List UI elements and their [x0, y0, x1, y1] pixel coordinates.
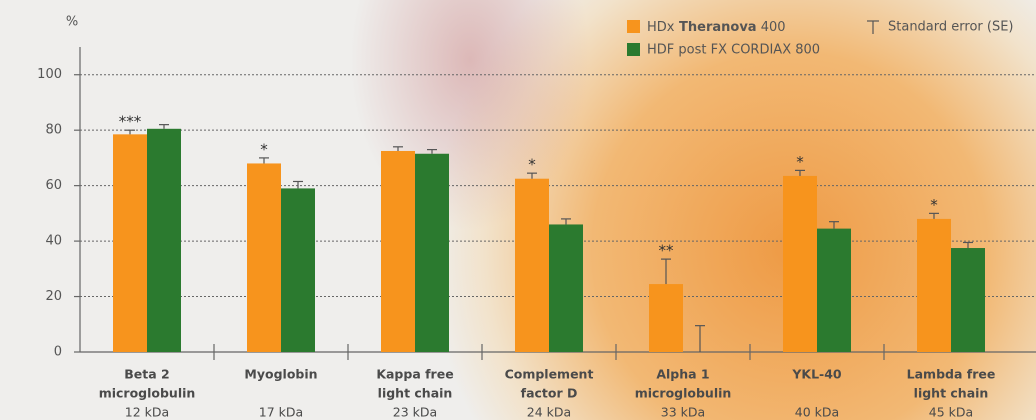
y-tick-label: 100 — [37, 67, 62, 82]
x-tick-label: Lambda free — [907, 367, 996, 382]
x-tick-size: 33 kDa — [661, 405, 705, 420]
bar — [783, 175, 817, 352]
bar — [247, 163, 281, 352]
x-tick-label: Kappa free — [376, 367, 453, 382]
significance: * — [528, 156, 536, 174]
legend-word: Theranova — [674, 20, 756, 35]
x-tick-label: light chain — [378, 386, 453, 401]
x-tick-size: 23 kDa — [393, 405, 437, 420]
x-tick-size: 45 kDa — [929, 405, 973, 420]
error-bar — [527, 172, 537, 179]
bar — [951, 248, 985, 352]
y-tick-label: 40 — [45, 234, 62, 249]
bar — [113, 134, 147, 352]
x-tick-label: light chain — [914, 386, 989, 401]
x-tick-size: 24 kDa — [527, 405, 571, 420]
bar — [917, 218, 951, 352]
legend-label: HDx Theranova 400 — [647, 20, 786, 35]
error-bar — [963, 241, 973, 249]
x-tick-label: Alpha 1 — [656, 367, 709, 382]
x-tick-size: 40 kDa — [795, 405, 839, 420]
error-bar — [159, 124, 169, 129]
x-tick-label: Complement — [505, 367, 594, 382]
x-tick-label: factor D — [521, 386, 578, 401]
significance: * — [796, 153, 804, 171]
y-tick-label: 0 — [54, 345, 62, 360]
error-bar — [561, 218, 571, 225]
bar — [415, 153, 449, 352]
error-bar — [293, 180, 303, 189]
error-bar — [427, 148, 437, 154]
significance: * — [930, 196, 938, 214]
bar — [147, 128, 181, 352]
x-tick-label: YKL-40 — [791, 367, 842, 382]
legend-word: 400 — [757, 20, 786, 35]
error-bar — [695, 325, 705, 352]
x-tick-label: Beta 2 — [124, 367, 169, 382]
bar — [281, 188, 315, 352]
significance: *** — [119, 113, 142, 131]
x-tick-label: microglobulin — [635, 386, 732, 401]
error-bar — [661, 258, 671, 285]
error-bar — [393, 146, 403, 151]
error-bar — [829, 221, 839, 229]
x-tick-size: 17 kDa — [259, 405, 303, 420]
significance: ** — [659, 242, 675, 260]
bar — [649, 284, 683, 352]
y-tick-label: 60 — [45, 178, 62, 193]
bar — [381, 150, 415, 352]
significance: * — [260, 140, 268, 158]
legend-label: Standard error (SE) — [888, 20, 1014, 35]
legend-word: HDx — [647, 20, 675, 35]
error-bar — [259, 157, 269, 164]
x-tick-label: microglobulin — [99, 386, 196, 401]
x-tick-size: 12 kDa — [125, 405, 169, 420]
x-tick-label: Myoglobin — [244, 367, 317, 382]
bar — [549, 224, 583, 352]
y-tick-label: 80 — [45, 123, 62, 138]
error-bar — [795, 169, 805, 176]
legend-label: HDF post FX CORDIAX 800 — [647, 43, 820, 58]
error-bar — [929, 212, 939, 219]
error-bar — [125, 129, 135, 135]
bar — [817, 228, 851, 352]
legend-swatch — [627, 20, 640, 33]
bar — [515, 178, 549, 352]
legend-swatch — [627, 43, 640, 56]
y-tick-label: 20 — [45, 289, 62, 304]
y-unit: % — [66, 15, 78, 30]
